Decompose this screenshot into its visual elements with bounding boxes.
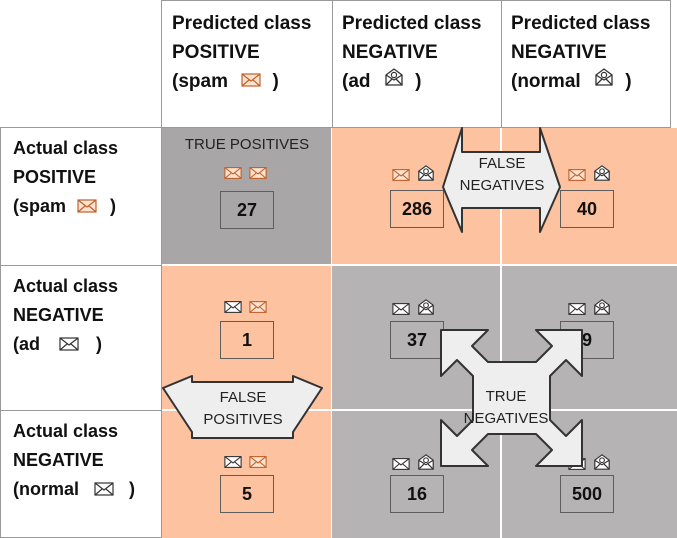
column-header-close: ) <box>625 71 632 92</box>
row-header-line3: (ad <box>13 334 40 354</box>
ad-mail-icon <box>594 454 611 470</box>
false-negatives-line2: NEGATIVES <box>459 177 545 194</box>
true-negatives-line1: TRUE <box>485 388 527 405</box>
mail-envelope-icon <box>249 167 268 179</box>
cell-value: 500 <box>560 475 614 513</box>
true-negatives-line2: NEGATIVES <box>463 410 549 427</box>
cell-value: 286 <box>390 190 444 228</box>
mail-envelope-icon <box>224 167 242 179</box>
mail-envelope-icon <box>568 169 586 181</box>
column-header-predicted-positive: Predicted class POSITIVE (spam ) <box>161 0 333 128</box>
column-header-line1: Predicted class <box>511 13 651 34</box>
cell-icons <box>392 453 438 471</box>
ad-mail-icon <box>418 165 435 181</box>
mail-envelope-icon <box>224 301 242 313</box>
mail-envelope-icon <box>392 303 410 315</box>
false-positives-label: FALSE POSITIVES <box>192 387 294 431</box>
ad-mail-icon <box>384 67 404 96</box>
cell-true-positive: TRUE POSITIVES 27 <box>162 128 332 265</box>
ad-mail-icon <box>594 299 611 315</box>
column-header-close: ) <box>415 71 422 92</box>
mail-envelope-icon <box>249 456 268 468</box>
false-negatives-line1: FALSE <box>478 155 526 172</box>
column-header-line2: NEGATIVE <box>342 42 438 63</box>
row-header-actual-positive: Actual class POSITIVE (spam ) <box>0 127 162 266</box>
cell-icons <box>224 455 270 473</box>
cell-icons <box>392 298 438 316</box>
cell-value: 1 <box>220 321 274 359</box>
false-positives-arrow <box>162 375 323 439</box>
ad-mail-icon <box>594 67 614 96</box>
cell-icons <box>568 298 614 316</box>
column-header-close: ) <box>272 71 279 92</box>
row-header-line2: POSITIVE <box>13 167 97 187</box>
mail-envelope-icon <box>77 193 97 222</box>
row-header-line1: Actual class <box>13 421 119 441</box>
column-header-line3: (normal <box>511 71 581 92</box>
column-header-line1: Predicted class <box>342 13 482 34</box>
cell-icons <box>568 164 614 182</box>
column-header-line3: (ad <box>342 71 371 92</box>
row-header-close: ) <box>96 334 103 354</box>
row-header-line3: (normal <box>13 479 80 499</box>
cell-value: 27 <box>220 191 274 229</box>
cell-true-negative-normal-ad: 16 <box>332 411 501 538</box>
mail-envelope-icon <box>568 303 586 315</box>
row-header-line2: NEGATIVE <box>13 305 104 325</box>
mail-envelope-icon <box>392 458 410 470</box>
row-header-line3: (spam <box>13 196 67 216</box>
mail-envelope-icon <box>392 169 410 181</box>
false-positives-line1: FALSE <box>219 389 267 406</box>
column-header-predicted-negative-normal: Predicted class NEGATIVE (normal ) <box>501 0 671 128</box>
cell-value: 5 <box>220 475 274 513</box>
row-header-line1: Actual class <box>13 276 119 296</box>
ad-mail-icon <box>418 299 435 315</box>
cell-icons <box>224 300 270 318</box>
row-header-actual-negative-ad: Actual class NEGATIVE (ad ) <box>0 265 162 411</box>
mail-envelope-icon <box>94 476 114 505</box>
cell-value: 40 <box>560 190 614 228</box>
true-negatives-arrow <box>440 329 583 467</box>
ad-mail-icon <box>418 454 435 470</box>
cell-icons <box>224 166 270 184</box>
mail-envelope-icon <box>241 67 261 96</box>
row-header-close: ) <box>110 196 117 216</box>
mail-envelope-icon <box>224 456 242 468</box>
true-positives-label: TRUE POSITIVES <box>184 136 310 153</box>
mail-envelope-icon <box>59 331 79 360</box>
row-header-actual-negative-normal: Actual class NEGATIVE (normal ) <box>0 410 162 538</box>
mail-envelope-icon <box>249 301 268 313</box>
column-header-line3: (spam <box>172 71 228 92</box>
false-negatives-label: FALSE NEGATIVES <box>452 153 552 197</box>
column-header-line2: NEGATIVE <box>511 42 607 63</box>
false-negatives-arrow <box>442 127 561 233</box>
column-header-line1: Predicted class <box>172 13 312 34</box>
false-positives-line2: POSITIVES <box>203 411 283 428</box>
true-negatives-label: TRUE NEGATIVES <box>452 386 560 430</box>
ad-mail-icon <box>594 165 611 181</box>
column-header-predicted-negative-ad: Predicted class NEGATIVE (ad ) <box>332 0 502 128</box>
cell-icons <box>392 164 438 182</box>
column-header-line2: POSITIVE <box>172 42 260 63</box>
row-header-line1: Actual class <box>13 138 119 158</box>
row-header-close: ) <box>129 479 136 499</box>
row-header-line2: NEGATIVE <box>13 450 104 470</box>
cell-value: 16 <box>390 475 444 513</box>
